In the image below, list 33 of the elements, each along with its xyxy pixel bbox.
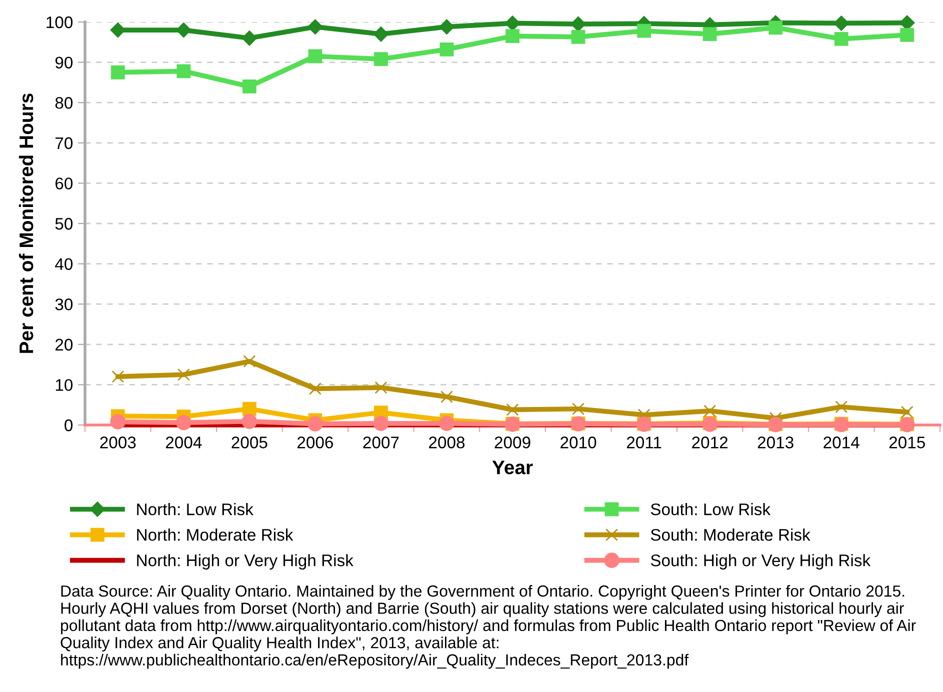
x-tick-label: 2008 [429, 436, 465, 448]
y-tick-label: 90 [55, 56, 73, 69]
legend-label: South: High or Very High Risk [650, 554, 871, 570]
y-tick-label: 20 [55, 338, 73, 351]
x-tick-label: 2006 [297, 436, 333, 448]
x-tick-label: 2012 [692, 436, 728, 448]
y-tick-label: 50 [55, 218, 73, 230]
x-tick-label: 2014 [824, 436, 860, 448]
legend-label: South: Moderate Risk [650, 528, 810, 541]
legend-label: South: Low Risk [650, 503, 771, 516]
x-tick-label: 2004 [166, 436, 202, 448]
x-tick-label: 2007 [363, 436, 399, 448]
y-tick-label: 60 [56, 178, 73, 190]
y-tick-label: 0 [64, 419, 73, 432]
y-tick-label: 40 [55, 258, 73, 270]
source-note: Data Source: Air Quality Ontario. Maintained by the Government of Ontario. Copyright Queen's Printer for Ontario 2015. Hourly AQHI values from Dorset (North) and Barrie (South) air quality stations were calculated using historical hourly air pollutant data from http://www.airqualityontario.com/history/ and formulas from Public Health Ontario report "Review of Air Quality Index and Air Quality Health Index", 2013, available at: https://www.publichealthontario.ca/en/eRepository/Air_Quality_Indeces_Report_2013.pdf [60, 585, 916, 669]
y-tick-label: 30 [55, 298, 73, 310]
legend-label: North: Moderate Risk [137, 528, 294, 541]
y-axis-title: Per cent of Monitored Hours [18, 94, 34, 353]
x-tick-label: 2010 [560, 436, 596, 448]
y-tick-label: 100 [46, 16, 73, 28]
x-tick-label: 2015 [889, 436, 925, 448]
x-tick-label: 2009 [494, 436, 530, 448]
x-tick-label: 2005 [232, 436, 268, 448]
x-tick-label: 2011 [626, 436, 662, 448]
legend-label: North: Low Risk [137, 503, 254, 516]
x-tick-label: 2003 [100, 436, 136, 448]
x-tick-label: 2013 [758, 436, 794, 448]
y-tick-label: 70 [56, 137, 73, 150]
y-tick-label: 80 [55, 97, 73, 109]
legend-label: North: High or Very High Risk [137, 554, 354, 570]
x-axis-title: Year [492, 460, 533, 474]
y-tick-label: 10 [56, 379, 73, 391]
